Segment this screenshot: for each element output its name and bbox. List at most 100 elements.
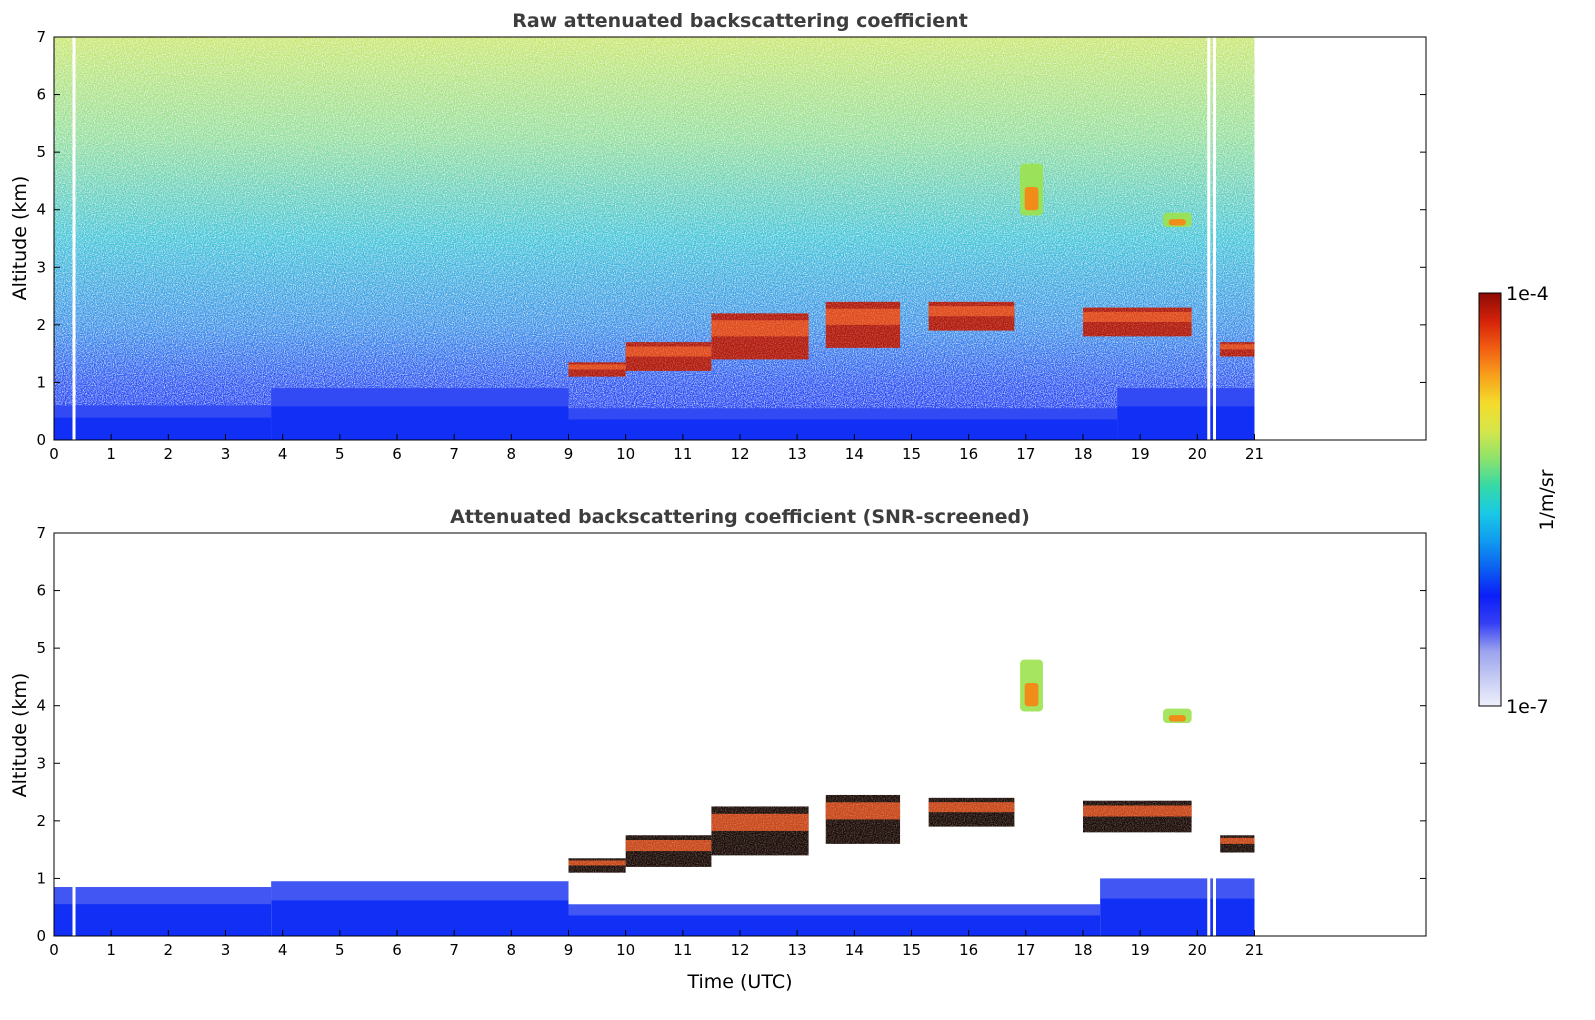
x-tick-label: 20 <box>1188 941 1207 959</box>
x-tick-label: 5 <box>335 445 345 463</box>
x-tick-label: 11 <box>673 941 692 959</box>
x-tick-label: 1 <box>106 445 116 463</box>
cloud-layer-texture <box>711 806 809 856</box>
x-tick-label: 5 <box>335 941 345 959</box>
x-tick-label: 11 <box>673 445 692 463</box>
x-tick-label: 9 <box>564 941 574 959</box>
cloud-layer-texture <box>1220 342 1255 357</box>
x-tick-label: 10 <box>616 941 635 959</box>
colorbar-max-label: 1e-4 <box>1506 283 1549 305</box>
surface-layer-segment <box>54 405 272 440</box>
x-tick-label: 3 <box>221 445 231 463</box>
colorbar-gradient <box>1478 292 1502 707</box>
cloud-layer-core <box>1024 186 1039 211</box>
x-tick-label: 4 <box>278 941 288 959</box>
x-tick-label: 13 <box>788 941 807 959</box>
cloud-layer-texture <box>568 362 626 377</box>
surface-layer-fringe <box>271 388 569 407</box>
cloud-layer <box>568 362 626 377</box>
y-tick-label: 4 <box>36 201 46 219</box>
screened-panel-title: Attenuated backscattering coefficient (S… <box>450 506 1030 528</box>
cloud-layer <box>568 858 626 873</box>
y-tick-label: 6 <box>36 86 46 104</box>
y-tick-label: 1 <box>36 869 46 887</box>
screened-y-axis-label: Altitude (km) <box>9 673 31 798</box>
y-tick-label: 5 <box>36 639 46 657</box>
cloud-layer-texture <box>928 301 1015 331</box>
cloud-layer-texture <box>1083 307 1192 337</box>
x-tick-label: 19 <box>1131 941 1150 959</box>
cloud-layer <box>625 342 712 371</box>
x-tick-label: 13 <box>788 445 807 463</box>
raw-backscatter-panel: Raw attenuated backscattering coefficien… <box>9 10 1427 463</box>
x-tick-label: 1 <box>106 941 116 959</box>
surface-layer-fringe <box>568 408 1118 420</box>
cloud-layer <box>1020 163 1043 216</box>
y-tick-label: 0 <box>36 431 46 449</box>
screened-backscatter-panel: Attenuated backscattering coefficient (S… <box>9 506 1427 959</box>
x-tick-label: 14 <box>845 941 864 959</box>
y-tick-label: 2 <box>36 316 46 334</box>
x-tick-label: 0 <box>49 941 59 959</box>
y-tick-label: 3 <box>36 754 46 772</box>
cloud-layer <box>1163 708 1192 723</box>
y-tick-label: 1 <box>36 373 46 391</box>
x-tick-label: 17 <box>1016 941 1035 959</box>
x-tick-label: 17 <box>1016 445 1035 463</box>
y-tick-label: 4 <box>36 697 46 715</box>
data-gap-line <box>1207 533 1211 936</box>
cloud-layer <box>928 797 1015 827</box>
screened-plot-frame <box>53 532 1427 937</box>
x-tick-label: 6 <box>392 445 402 463</box>
x-tick-label: 21 <box>1245 445 1264 463</box>
data-gap-line <box>72 533 76 936</box>
x-tick-label: 18 <box>1073 445 1092 463</box>
cloud-layer <box>1083 800 1192 833</box>
raw-heatmap <box>54 37 1255 440</box>
x-tick-label: 2 <box>164 941 174 959</box>
colorbar-min-label: 1e-7 <box>1506 696 1549 718</box>
cloud-layer <box>928 301 1015 331</box>
cloud-layer-texture <box>1083 800 1192 833</box>
surface-layer-segment <box>271 388 569 440</box>
x-tick-label: 6 <box>392 941 402 959</box>
y-tick-label: 3 <box>36 258 46 276</box>
raw-y-axis-label: Altitude (km) <box>9 176 31 301</box>
surface-layer-fringe <box>271 881 569 901</box>
cloud-layer-texture <box>625 835 712 867</box>
data-gap-line <box>1212 533 1216 936</box>
cloud-layer <box>1020 659 1043 712</box>
x-tick-label: 3 <box>221 941 231 959</box>
raw-noise-speckle <box>54 37 1255 440</box>
cloud-layer <box>1220 835 1255 853</box>
cloud-layer <box>1220 342 1255 357</box>
x-tick-label: 2 <box>164 445 174 463</box>
cloud-layer-texture <box>825 794 901 844</box>
y-tick-label: 0 <box>36 927 46 945</box>
x-tick-label: 15 <box>902 445 921 463</box>
x-tick-label: 10 <box>616 445 635 463</box>
y-tick-label: 7 <box>36 28 46 46</box>
cloud-layer-texture <box>568 858 626 873</box>
x-tick-label: 7 <box>449 941 459 959</box>
x-tick-label: 18 <box>1073 941 1092 959</box>
cloud-layer <box>711 806 809 856</box>
y-tick-label: 7 <box>36 524 46 542</box>
cloud-layer-texture <box>711 313 809 360</box>
x-tick-label: 21 <box>1245 941 1264 959</box>
screened-axes: 0 1 2 3 4 5 6 7 8 9 10 11 12 13 14 15 16 17 18 19 20 21012345… <box>36 524 1426 959</box>
x-tick-label: 12 <box>730 445 749 463</box>
x-tick-label: 7 <box>449 445 459 463</box>
cloud-layer <box>1163 212 1192 227</box>
x-tick-label: 9 <box>564 445 574 463</box>
cloud-layer-texture <box>825 301 901 348</box>
y-tick-label: 6 <box>36 582 46 600</box>
surface-layer-fringe <box>1100 878 1255 899</box>
cloud-layer <box>1083 307 1192 337</box>
cloud-layer <box>825 301 901 348</box>
x-axis-label: Time (UTC) <box>686 971 792 993</box>
x-tick-label: 4 <box>278 445 288 463</box>
x-tick-label: 12 <box>730 941 749 959</box>
raw-axes: 0 1 2 3 4 5 6 7 8 9 10 11 12 13 14 15 16 17 18 19 20 21012345… <box>36 28 1426 463</box>
